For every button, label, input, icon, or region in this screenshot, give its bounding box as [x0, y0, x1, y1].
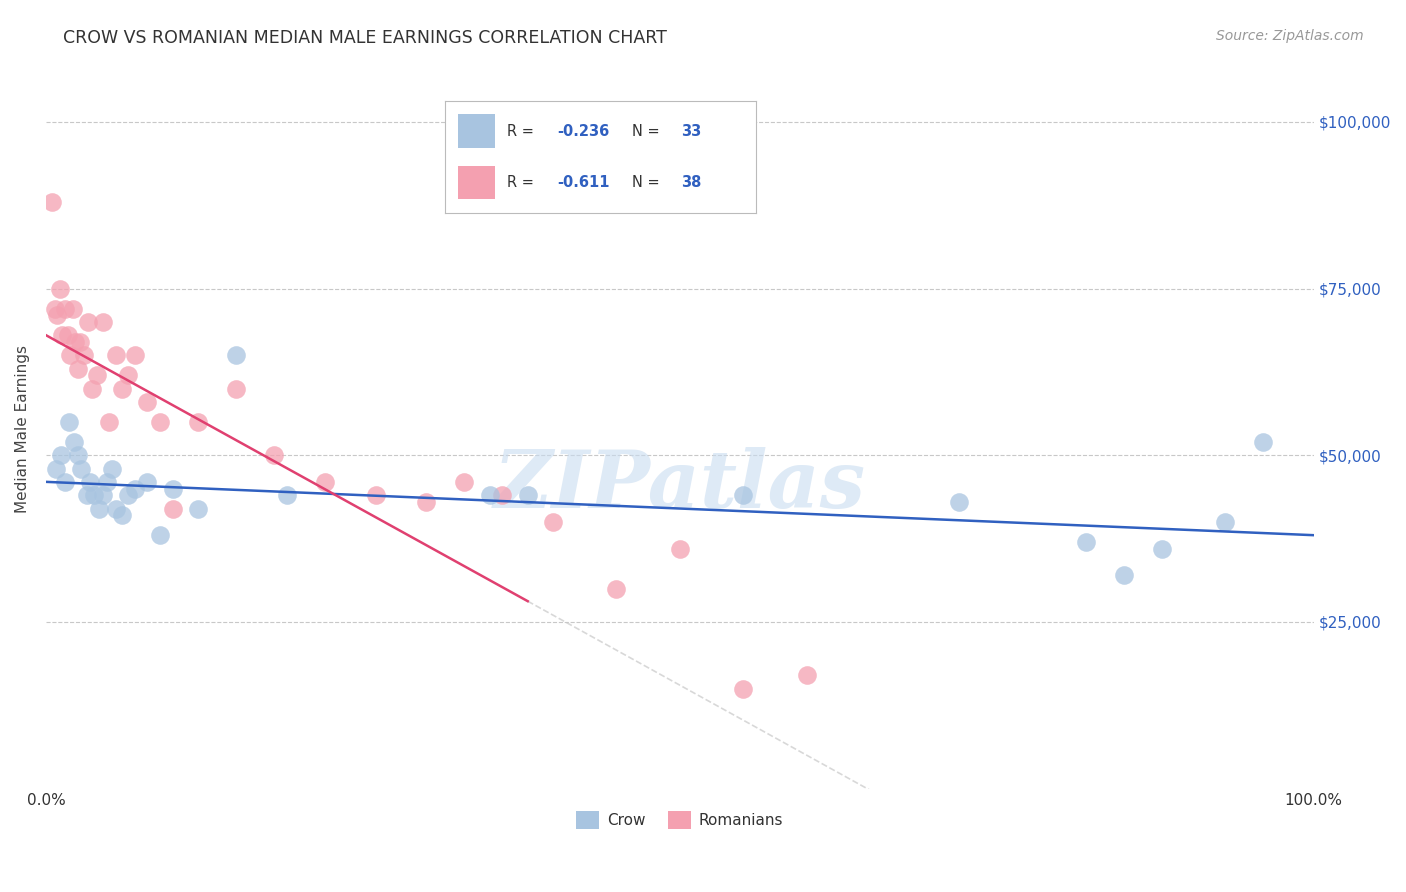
- Point: [187, 415, 209, 429]
- Point: [415, 495, 437, 509]
- Point: [948, 495, 970, 509]
- Point: [111, 508, 134, 523]
- Point: [76, 315, 98, 329]
- Point: [491, 488, 513, 502]
- Point: [53, 475, 76, 489]
- Point: [56, 328, 79, 343]
- Point: [86, 368, 108, 383]
- Point: [101, 461, 124, 475]
- Point: [605, 582, 627, 596]
- Point: [53, 301, 76, 316]
- Point: [136, 395, 159, 409]
- Point: [91, 315, 114, 329]
- Point: [46, 308, 69, 322]
- Point: [162, 501, 184, 516]
- Point: [478, 488, 501, 502]
- Point: [1251, 434, 1274, 449]
- Point: [149, 528, 172, 542]
- Point: [669, 541, 692, 556]
- Text: Source: ZipAtlas.com: Source: ZipAtlas.com: [1216, 29, 1364, 43]
- Point: [83, 488, 105, 502]
- Point: [541, 515, 564, 529]
- Point: [59, 348, 82, 362]
- Point: [80, 382, 103, 396]
- Point: [187, 501, 209, 516]
- Point: [98, 415, 121, 429]
- Point: [66, 448, 89, 462]
- Point: [51, 328, 73, 343]
- Point: [796, 668, 818, 682]
- Point: [58, 415, 80, 429]
- Point: [45, 461, 67, 475]
- Point: [276, 488, 298, 502]
- Point: [51, 448, 73, 462]
- Point: [225, 348, 247, 362]
- Point: [111, 382, 134, 396]
- Point: [79, 475, 101, 489]
- Legend: Crow, Romanians: Crow, Romanians: [571, 805, 790, 835]
- Point: [136, 475, 159, 489]
- Point: [225, 382, 247, 396]
- Point: [1074, 534, 1097, 549]
- Point: [516, 488, 538, 502]
- Point: [364, 488, 387, 502]
- Point: [733, 681, 755, 696]
- Point: [62, 301, 84, 316]
- Point: [124, 482, 146, 496]
- Point: [162, 482, 184, 496]
- Point: [66, 361, 89, 376]
- Point: [96, 475, 118, 489]
- Point: [314, 475, 336, 489]
- Point: [453, 475, 475, 489]
- Point: [69, 334, 91, 349]
- Point: [1112, 568, 1135, 582]
- Point: [63, 434, 86, 449]
- Point: [1150, 541, 1173, 556]
- Point: [70, 461, 93, 475]
- Point: [104, 348, 127, 362]
- Point: [73, 348, 96, 362]
- Point: [124, 348, 146, 362]
- Point: [49, 281, 72, 295]
- Point: [91, 488, 114, 502]
- Point: [149, 415, 172, 429]
- Y-axis label: Median Male Earnings: Median Male Earnings: [15, 344, 30, 513]
- Point: [63, 334, 86, 349]
- Point: [76, 488, 98, 502]
- Point: [733, 488, 755, 502]
- Text: ZIPatlas: ZIPatlas: [494, 448, 866, 524]
- Text: CROW VS ROMANIAN MEDIAN MALE EARNINGS CORRELATION CHART: CROW VS ROMANIAN MEDIAN MALE EARNINGS CO…: [63, 29, 666, 46]
- Point: [44, 301, 66, 316]
- Point: [104, 501, 127, 516]
- Point: [263, 448, 285, 462]
- Point: [117, 488, 139, 502]
- Point: [89, 501, 111, 516]
- Point: [1213, 515, 1236, 529]
- Point: [117, 368, 139, 383]
- Point: [41, 194, 63, 209]
